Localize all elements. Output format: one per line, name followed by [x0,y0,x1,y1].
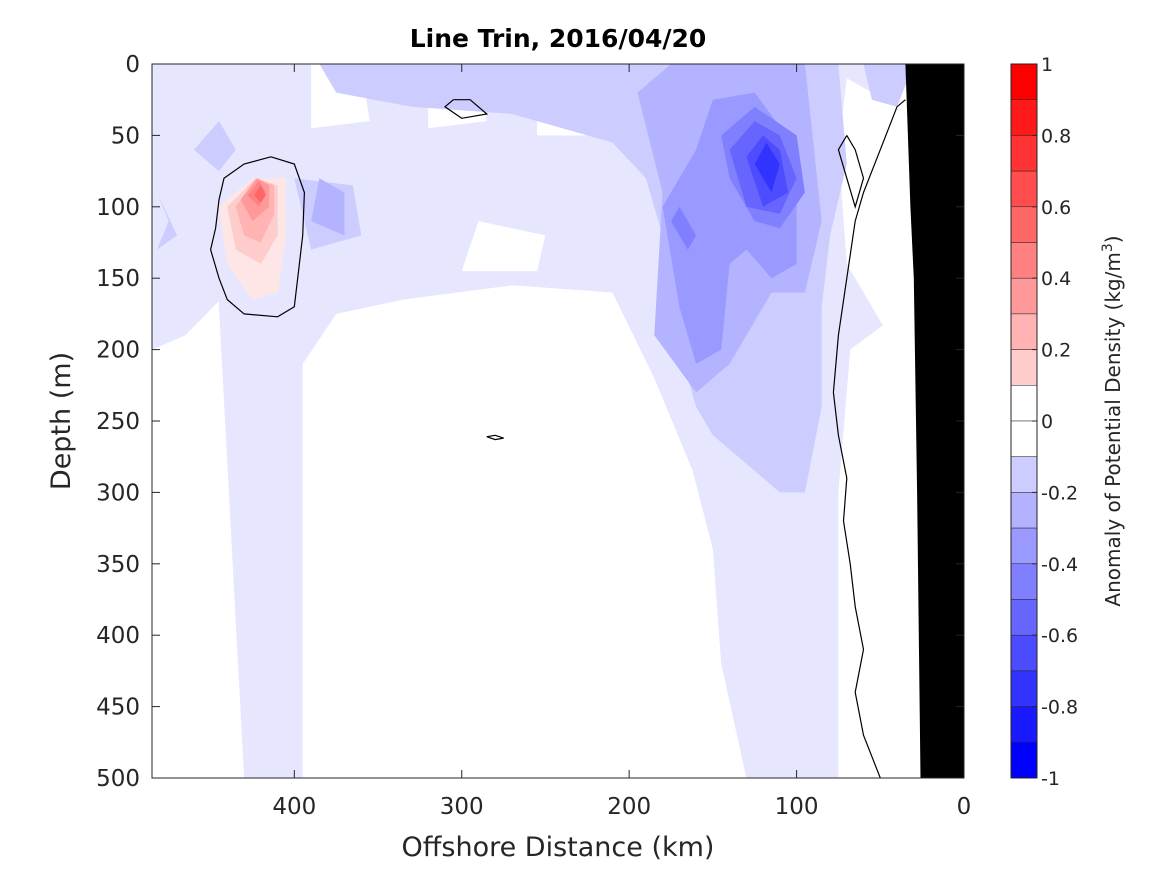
colorbar-swatch [1010,277,1038,315]
colorbar-swatch [1010,313,1038,350]
zero-contour-line [486,434,504,441]
colorbar-swatch [1010,349,1038,386]
colorbar-swatch [1010,456,1038,493]
colorbar-swatch [1010,135,1038,172]
zero-contour-line [832,99,906,778]
y-tick-label: 400 [96,623,140,649]
zero-contour-line [209,156,306,318]
density-fill-region [671,206,697,250]
colorbar: 1 0.8 0.6 0.4 0.2 0 -0.2 -0.4 -0.6 -0.8 -1 [1010,54,1078,790]
density-fill-region [254,185,266,203]
colorbar-label-suffix: ) [1101,235,1125,243]
plot-area [151,63,965,779]
y-axis-ticks: 0 50 100 150 200 250 300 350 400 450 500 [96,52,964,792]
y-tick-label: 0 [125,52,140,78]
colorbar-label-superscript: 3 [1100,243,1116,252]
y-tick-label: 350 [96,552,140,578]
colorbar-swatch [1010,634,1038,672]
y-tick-label: 200 [96,338,140,364]
zero-contour-lines [209,99,931,778]
density-fill-region [311,178,345,236]
colorbar-label-main: Anomaly of Potential Density (kg/m [1101,252,1125,606]
colorbar-tick-label: -0.2 [1041,482,1078,504]
colorbar-swatch [1010,420,1038,457]
zero-contour-line [444,99,489,119]
density-fill-region [157,192,178,250]
colorbar-tick-label: -1 [1041,768,1060,790]
colorbar-swatch [1010,563,1038,600]
colorbar-swatch [1010,242,1038,279]
y-tick-label: 50 [111,123,140,149]
y-tick-label: 300 [96,480,140,506]
colorbar-tick-label: 1 [1041,54,1053,76]
y-tick-label: 100 [96,195,140,221]
x-axis-ticks: 400 300 200 100 0 [272,64,971,820]
colorbar-label: Anomaly of Potential Density (kg/m3) [1100,235,1125,606]
colorbar-swatch [1010,742,1038,779]
y-axis-label: Depth (m) [46,352,77,490]
density-fill-region [863,64,914,107]
colorbar-swatch [1010,492,1038,529]
x-tick-label: 0 [957,794,972,820]
colorbar-swatch [1010,385,1038,422]
density-fill-region [193,121,236,172]
x-axis-label: Offshore Distance (km) [402,832,715,863]
colorbar-swatch [1010,99,1038,136]
chart-title: Line Trin, 2016/04/20 [410,24,707,53]
colorbar-swatch [1010,170,1038,208]
density-fill-region [754,142,780,193]
colorbar-swatch [1010,206,1038,243]
colorbar-tick-label: 0.6 [1041,197,1071,219]
x-tick-label: 300 [440,794,484,820]
bathymetry-layer [905,64,964,778]
y-tick-label: 250 [96,409,140,435]
y-tick-label: 150 [96,266,140,292]
colorbar-tick-label: 0.2 [1041,340,1071,362]
colorbar-swatch [1010,599,1038,636]
density-fill-region [461,221,546,272]
colorbar-swatch [1010,706,1038,743]
y-tick-label: 450 [96,695,140,721]
x-tick-label: 100 [775,794,819,820]
colorbar-swatch [1010,670,1038,707]
colorbar-tick-label: -0.8 [1041,697,1078,719]
colorbar-swatch [1010,63,1038,100]
colorbar-tick-label: -0.4 [1041,554,1078,576]
density-fill-regions [152,64,914,778]
bathymetry-shelf [905,64,964,778]
colorbar-tick-label: 0 [1041,411,1053,433]
x-tick-label: 200 [607,794,651,820]
colorbar-tick-label: 0.4 [1041,268,1071,290]
x-tick-label: 400 [272,794,316,820]
colorbar-tick-label: 0.8 [1041,125,1071,147]
colorbar-tick-label: -0.6 [1041,625,1078,647]
zero-contour-line [837,135,865,209]
y-tick-label: 500 [96,766,140,792]
colorbar-swatch [1010,527,1038,565]
